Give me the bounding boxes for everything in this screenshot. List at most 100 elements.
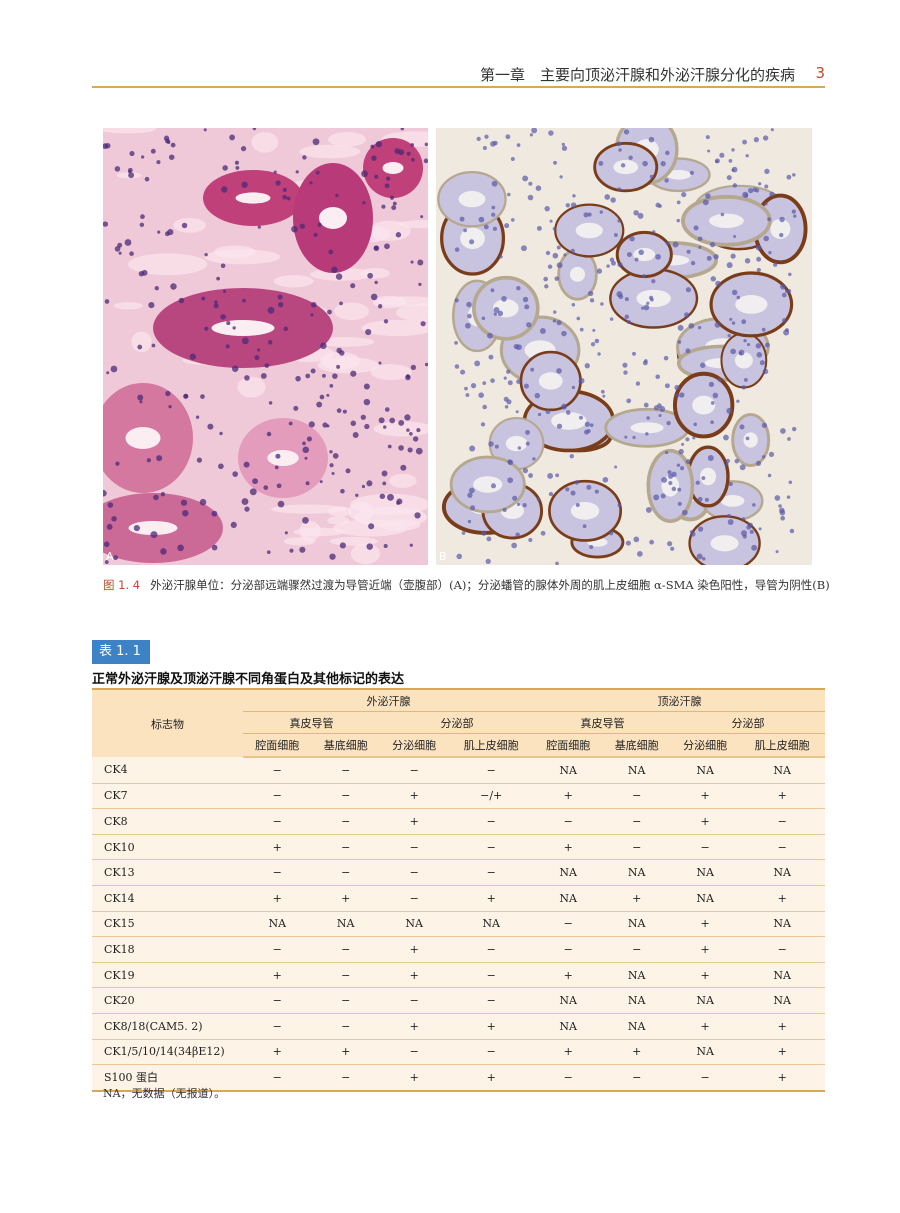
- value-cell: −/+: [448, 783, 534, 810]
- column-header: 肌上皮细胞: [739, 734, 825, 758]
- table-row: CK7− − + −/+ + − + +: [92, 783, 825, 810]
- value-cell: +: [739, 885, 825, 912]
- value-cell: NA: [602, 757, 671, 784]
- value-cell: +: [379, 808, 449, 835]
- value-cell: −: [602, 783, 671, 810]
- value-cell: +: [379, 962, 449, 989]
- value-cell: +: [379, 783, 449, 810]
- figure-number: 图 1. 4: [103, 578, 141, 592]
- marker-cell: CK20: [92, 987, 243, 1014]
- figure-panel-b-sma-stain: B: [436, 128, 812, 565]
- value-cell: NA: [670, 987, 740, 1014]
- column-header: 分泌细胞: [379, 734, 449, 758]
- value-cell: NA: [533, 757, 603, 784]
- running-header: 第一章 主要向顶泌汗腺和外泌汗腺分化的疾病 3: [92, 64, 825, 88]
- value-cell: +: [243, 885, 312, 912]
- value-cell: +: [243, 834, 312, 861]
- value-cell: −: [670, 1064, 740, 1092]
- table-row: CK15 NA NA NA NA − NA + NA: [92, 911, 825, 938]
- marker-cell: CK13: [92, 859, 243, 886]
- value-cell: +: [533, 783, 603, 810]
- column-header: 腔面细胞: [533, 734, 603, 758]
- value-cell: NA: [739, 962, 825, 989]
- value-cell: −: [448, 962, 534, 989]
- panel-a-label: A: [106, 550, 114, 563]
- marker-cell: CK15: [92, 911, 243, 938]
- table-badge: 表 1. 1: [92, 640, 150, 664]
- marker-header: 标志物: [92, 688, 243, 757]
- marker-cell: CK8/18(CAM5. 2): [92, 1013, 243, 1040]
- value-cell: −: [243, 757, 312, 784]
- value-cell: −: [670, 834, 740, 861]
- value-cell: +: [379, 1013, 449, 1040]
- column-header: 基底细胞: [602, 734, 671, 758]
- value-cell: −: [602, 1064, 671, 1092]
- table-row: CK1/5/10/14(34βE12) + + − − + + NA +: [92, 1039, 825, 1066]
- value-cell: −: [379, 757, 449, 784]
- value-cell: −: [311, 987, 380, 1014]
- value-cell: −: [311, 808, 380, 835]
- value-cell: −: [311, 783, 380, 810]
- value-cell: −: [448, 1039, 534, 1066]
- table-row: CK20− − − − NA NA NA NA: [92, 987, 825, 1014]
- marker-cell: CK7: [92, 783, 243, 810]
- value-cell: −: [533, 936, 603, 963]
- value-cell: +: [739, 1039, 825, 1066]
- column-header: 分泌细胞: [670, 734, 740, 758]
- value-cell: +: [670, 911, 740, 938]
- value-cell: +: [243, 962, 312, 989]
- value-cell: NA: [739, 911, 825, 938]
- value-cell: NA: [739, 859, 825, 886]
- value-cell: +: [448, 1064, 534, 1092]
- value-cell: −: [311, 757, 380, 784]
- page-number: 3: [815, 64, 825, 82]
- value-cell: +: [533, 834, 603, 861]
- value-cell: +: [670, 936, 740, 963]
- value-cell: +: [739, 783, 825, 810]
- column-header: 肌上皮细胞: [448, 734, 534, 758]
- value-cell: NA: [243, 911, 312, 938]
- marker-cell: CK14: [92, 885, 243, 912]
- group-apocrine: 顶泌汗腺: [533, 688, 825, 712]
- value-cell: +: [379, 936, 449, 963]
- value-cell: −: [739, 936, 825, 963]
- figure-panel-a-he-stain: A: [103, 128, 428, 565]
- value-cell: +: [739, 1013, 825, 1040]
- value-cell: +: [379, 1064, 449, 1092]
- value-cell: NA: [739, 987, 825, 1014]
- value-cell: NA: [448, 911, 534, 938]
- value-cell: +: [448, 1013, 534, 1040]
- value-cell: −: [379, 834, 449, 861]
- marker-cell: CK8: [92, 808, 243, 835]
- subgroup-dermal-duct: 真皮导管: [243, 712, 380, 734]
- value-cell: −: [379, 859, 449, 886]
- value-cell: +: [602, 885, 671, 912]
- value-cell: +: [670, 962, 740, 989]
- value-cell: +: [670, 783, 740, 810]
- marker-cell: CK19: [92, 962, 243, 989]
- value-cell: −: [602, 808, 671, 835]
- value-cell: −: [311, 834, 380, 861]
- value-cell: −: [311, 1064, 380, 1092]
- value-cell: −: [243, 808, 312, 835]
- table-row: CK13− − − − NA NA NA NA: [92, 859, 825, 886]
- marker-cell: CK1/5/10/14(34βE12): [92, 1039, 243, 1066]
- value-cell: NA: [602, 962, 671, 989]
- value-cell: −: [311, 859, 380, 886]
- subgroup-secretory: 分泌部: [379, 712, 534, 734]
- value-cell: −: [311, 936, 380, 963]
- value-cell: NA: [311, 911, 380, 938]
- value-cell: −: [243, 1064, 312, 1092]
- table-title: 正常外泌汗腺及顶泌汗腺不同角蛋白及其他标记的表达: [92, 672, 405, 687]
- value-cell: −: [379, 1039, 449, 1066]
- value-cell: NA: [670, 757, 740, 784]
- value-cell: −: [379, 987, 449, 1014]
- value-cell: NA: [670, 885, 740, 912]
- value-cell: NA: [533, 1013, 603, 1040]
- table-row: S100 蛋白 − − + + − − − +: [92, 1064, 825, 1092]
- table-row: CK10 + − − − + − − −: [92, 834, 825, 861]
- table-row: CK8− − + − − − + −: [92, 808, 825, 835]
- value-cell: +: [670, 1013, 740, 1040]
- table-row: CK8/18(CAM5. 2) − − + + NA NA + +: [92, 1013, 825, 1040]
- value-cell: −: [243, 859, 312, 886]
